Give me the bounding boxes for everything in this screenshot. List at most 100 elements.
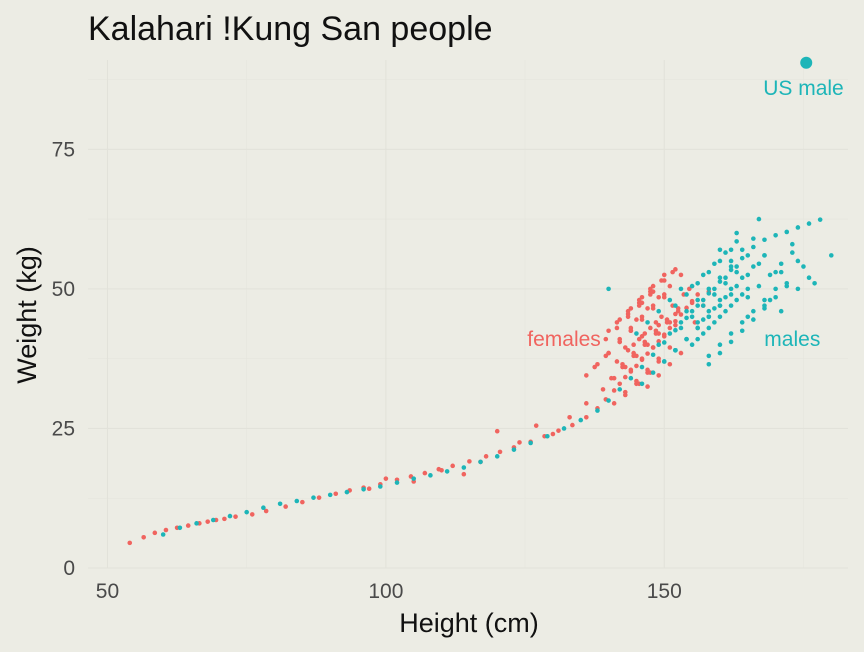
female-point <box>263 508 269 514</box>
female-point <box>622 374 628 380</box>
chart-title: Kalahari !Kung San people <box>88 10 493 48</box>
female-point <box>656 331 661 336</box>
male-point <box>706 286 712 292</box>
female-point <box>611 375 617 381</box>
male-point <box>160 532 166 537</box>
female-point <box>667 361 673 367</box>
female-point <box>450 463 455 469</box>
male-point <box>673 303 678 308</box>
male-point <box>745 294 751 300</box>
female-point <box>656 339 661 344</box>
male-point <box>806 221 812 226</box>
female-point <box>141 534 146 540</box>
male-point <box>494 454 500 459</box>
male-point <box>673 327 678 333</box>
female-point <box>639 334 645 339</box>
male-point <box>728 258 734 264</box>
female-point <box>606 328 611 334</box>
female-point <box>689 300 695 306</box>
male-point <box>751 264 756 269</box>
male-point <box>606 398 611 403</box>
male-point <box>745 253 751 258</box>
male-point <box>661 359 667 364</box>
male-point <box>706 353 712 359</box>
female-point <box>622 389 628 395</box>
female-point <box>645 306 650 311</box>
female-point <box>628 328 634 334</box>
male-point <box>706 361 712 367</box>
male-point <box>678 320 684 325</box>
female-point <box>645 384 650 389</box>
female-point <box>383 476 389 481</box>
female-point <box>661 294 667 300</box>
female-point <box>667 325 673 331</box>
male-point <box>739 275 745 281</box>
male-point <box>461 465 467 470</box>
male-point <box>700 317 706 322</box>
female-point <box>664 317 670 322</box>
male-point <box>695 303 700 308</box>
female-point <box>584 414 589 420</box>
male-point <box>717 314 723 320</box>
male-point <box>634 331 639 336</box>
male-point <box>378 484 383 489</box>
x-tick-label: 150 <box>647 580 682 603</box>
male-point <box>617 387 623 392</box>
male-point <box>795 286 801 292</box>
male-point <box>795 258 801 264</box>
male-point <box>751 308 756 314</box>
male-point <box>728 303 734 308</box>
female-point <box>603 336 609 342</box>
male-point <box>728 339 734 345</box>
female-point <box>483 454 489 459</box>
male-point <box>394 480 400 485</box>
female-point <box>667 320 673 325</box>
annotation-males: males <box>764 328 820 351</box>
male-point <box>650 352 656 358</box>
female-point <box>611 388 617 393</box>
female-point <box>645 342 650 348</box>
female-point <box>661 334 667 339</box>
female-point <box>678 272 684 278</box>
male-point <box>762 297 767 303</box>
female-point <box>634 378 639 384</box>
male-point <box>751 317 756 322</box>
male-point <box>667 297 673 303</box>
female-point <box>656 322 661 328</box>
male-point <box>745 314 751 320</box>
male-point <box>684 308 689 314</box>
male-point <box>700 297 706 303</box>
female-point <box>631 350 636 356</box>
female-point <box>653 320 659 325</box>
male-point <box>411 476 417 481</box>
female-point <box>636 297 642 303</box>
female-point <box>634 317 639 322</box>
female-point <box>603 353 609 359</box>
male-point <box>712 292 717 297</box>
male-point <box>784 229 790 235</box>
male-point <box>756 283 762 289</box>
male-point <box>717 258 723 264</box>
female-point <box>622 345 628 350</box>
female-point <box>667 345 673 350</box>
male-point <box>578 417 584 423</box>
male-point <box>728 331 734 336</box>
male-point <box>728 247 734 253</box>
female-point <box>316 495 322 500</box>
male-point <box>244 509 249 515</box>
female-point <box>461 471 467 477</box>
female-point <box>636 303 642 308</box>
male-point <box>712 286 717 292</box>
male-point <box>194 521 199 526</box>
male-point <box>645 320 650 325</box>
male-point <box>661 340 667 345</box>
male-point <box>717 297 723 303</box>
male-point <box>277 501 283 507</box>
male-point <box>478 459 483 465</box>
female-point <box>494 428 500 434</box>
female-point <box>614 325 620 331</box>
male-point <box>628 375 634 381</box>
female-point <box>550 431 556 437</box>
male-point <box>656 308 661 314</box>
male-point <box>327 492 333 498</box>
